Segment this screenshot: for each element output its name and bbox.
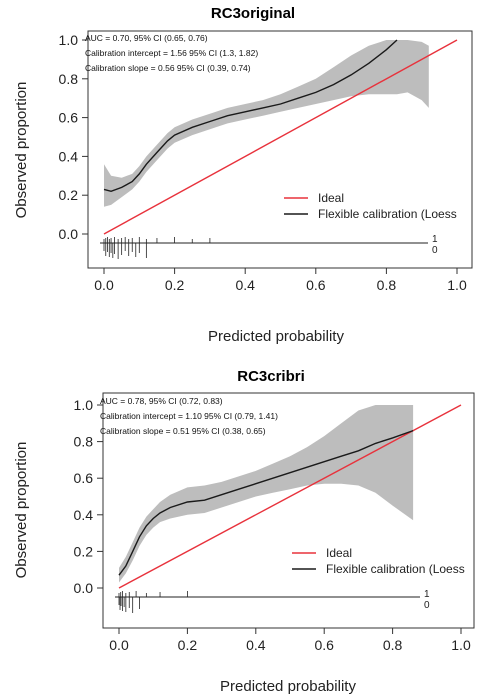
y-axis: 0.0 0.2 0.4 0.6 0.8 1.0 <box>74 397 103 596</box>
loess-line <box>103 39 398 193</box>
y-tick-label: 0.6 <box>74 470 94 486</box>
ideal-diagonal <box>118 404 462 589</box>
legend-label-ideal: Ideal <box>326 546 352 560</box>
chart-title: RC3cribri <box>237 368 305 385</box>
legend-label-loess: Flexible calibration (Loess <box>326 562 465 576</box>
y-tick-label: 1.0 <box>59 32 79 48</box>
y-tick-label: 0.2 <box>74 543 94 559</box>
loess-curve <box>103 39 398 193</box>
y-tick-label: 0.6 <box>59 110 79 126</box>
annotation-slope: Calibration slope = 0.51 95% CI (0.38, 0… <box>100 426 266 436</box>
y-axis-label: Observed proportion <box>13 442 30 579</box>
y-axis-label: Observed proportion <box>13 82 30 219</box>
y-tick-label: 0.8 <box>59 71 79 87</box>
y-tick-label: 0.2 <box>59 187 79 203</box>
y-tick-label: 0.4 <box>74 507 94 523</box>
rug-label-events: 1 <box>432 234 438 245</box>
x-tick-label: 1.0 <box>447 277 467 293</box>
legend-label-ideal: Ideal <box>318 191 344 205</box>
annotation-slope: Calibration slope = 0.56 95% CI (0.39, 0… <box>85 63 251 73</box>
x-axis: 0.0 0.2 0.4 0.6 0.8 1.0 <box>94 268 467 293</box>
rug-label-events: 1 <box>424 589 430 600</box>
x-tick-label: 0.0 <box>94 277 114 293</box>
chart-title: RC3original <box>211 5 295 22</box>
x-tick-label: 0.2 <box>165 277 185 293</box>
ideal-line <box>118 404 462 589</box>
confidence-band-area <box>119 405 414 583</box>
rug-plot <box>100 237 428 259</box>
x-axis-label: Predicted probability <box>208 328 344 345</box>
confidence-band-area <box>104 40 429 207</box>
legend: Ideal Flexible calibration (Loess <box>292 546 465 576</box>
y-tick-label: 1.0 <box>74 397 94 413</box>
plot-frame <box>102 392 475 629</box>
y-tick-label: 0.0 <box>74 580 94 596</box>
y-axis: 0.0 0.2 0.4 0.6 0.8 1.0 <box>59 32 88 242</box>
confidence-band <box>104 40 429 207</box>
plot-frame <box>87 30 473 269</box>
x-tick-label: 0.6 <box>314 637 334 653</box>
annotation-intercept: Calibration intercept = 1.10 95% CI (0.7… <box>100 411 278 421</box>
y-tick-label: 0.8 <box>74 434 94 450</box>
x-tick-label: 0.8 <box>377 277 397 293</box>
confidence-band <box>119 405 414 583</box>
annotation-intercept: Calibration intercept = 1.56 95% CI (1.3… <box>85 48 258 58</box>
y-tick-label: 0.0 <box>59 226 79 242</box>
calibration-plot-rc3cribri: RC3cribri 0.0 0.2 0.4 0.6 0.8 1.0 0.00.20.40.… <box>13 368 475 695</box>
x-tick-label: 0.6 <box>306 277 326 293</box>
x-tick-label: 0.8 <box>383 637 403 653</box>
calibration-plot-rc3original: RC3original 0.0 0.2 0.4 0.6 0.8 1.0 0.0 0.2 0.4… <box>13 5 473 345</box>
loess-curve <box>118 429 414 576</box>
x-axis-label: Predicted probability <box>220 678 356 695</box>
rug-label-nonevents: 0 <box>424 600 430 611</box>
loess-line <box>118 429 414 576</box>
rug-plot <box>115 591 420 613</box>
legend-label-loess: Flexible calibration (Loess <box>318 207 457 221</box>
ideal-diagonal <box>103 39 458 235</box>
x-tick-label: 0.4 <box>246 637 266 653</box>
x-tick-label: 0.4 <box>235 277 255 293</box>
y-tick-label: 0.4 <box>59 148 79 164</box>
ideal-line <box>103 39 458 235</box>
x-tick-label: 1.0 <box>451 637 471 653</box>
annotation-auc: AUC = 0.70, 95% CI (0.65, 0.76) <box>85 33 208 43</box>
annotation-auc: AUC = 0.78, 95% CI (0.72, 0.83) <box>100 396 223 406</box>
x-tick-label: 0.0 <box>109 637 129 653</box>
x-axis: 0.0 0.2 0.4 0.6 0.8 1.0 <box>109 628 471 653</box>
legend: Ideal Flexible calibration (Loess <box>284 191 457 221</box>
x-tick-label: 0.2 <box>178 637 198 653</box>
rug-label-nonevents: 0 <box>432 245 438 256</box>
